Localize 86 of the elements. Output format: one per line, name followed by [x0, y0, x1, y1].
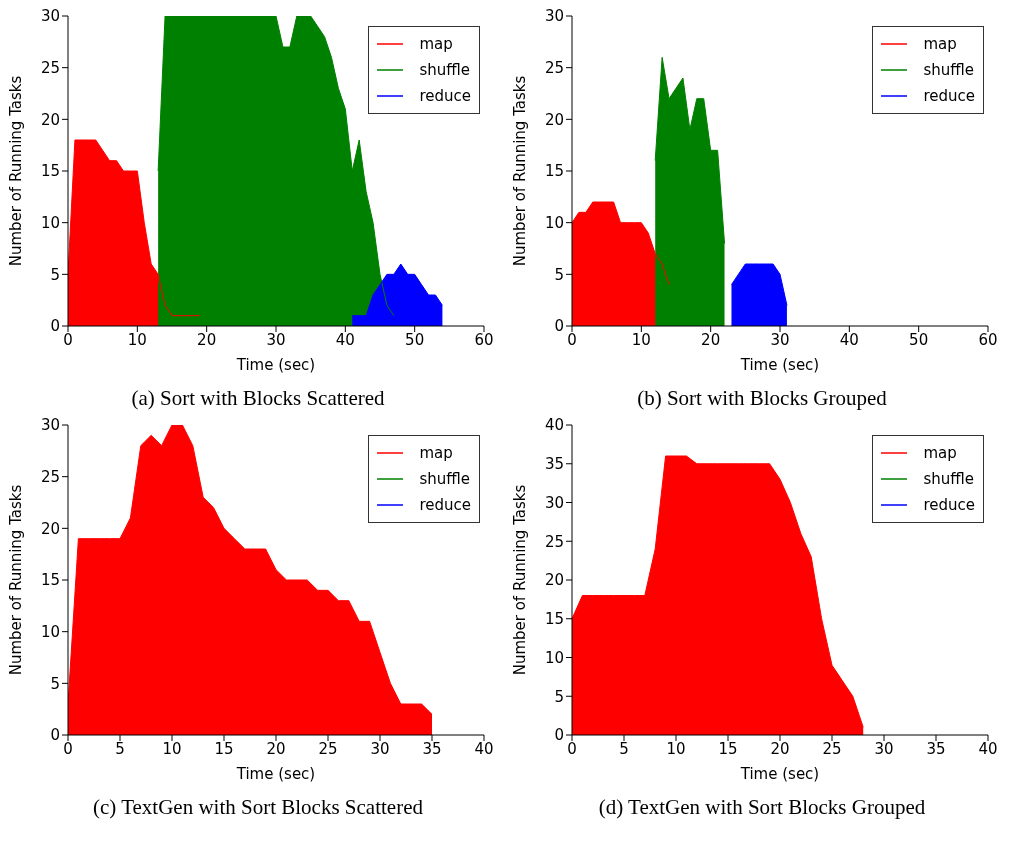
x-tick-label: 30: [874, 739, 894, 758]
x-tick-label: 0: [567, 330, 577, 349]
x-tick-label: 40: [839, 330, 859, 349]
y-axis-title: Number of Running Tasks: [7, 484, 26, 676]
x-tick-label: 30: [770, 330, 790, 349]
legend-label: map: [419, 35, 453, 53]
x-tick-label: 10: [631, 330, 651, 349]
x-tick-label: 15: [214, 739, 234, 758]
y-tick-label: 0: [554, 317, 564, 336]
x-tick-label: 30: [370, 739, 390, 758]
y-tick-label: 15: [544, 610, 564, 629]
x-axis-title: Time (sec): [235, 356, 316, 374]
x-axis-title: Time (sec): [235, 765, 316, 783]
x-tick-label: 10: [162, 739, 182, 758]
y-axis-title: Number of Running Tasks: [511, 75, 530, 267]
text: (d) TextGen with Sort Blocks Grouped: [597, 795, 927, 820]
legend-label: map: [419, 444, 453, 462]
legend-label: map: [923, 444, 957, 462]
y-tick-label: 15: [544, 162, 564, 181]
x-tick-label: 35: [926, 739, 946, 758]
legend-label: reduce: [419, 87, 471, 105]
y-tick-label: 5: [50, 674, 60, 693]
x-tick-label: 20: [701, 330, 721, 349]
legend-label: shuffle: [419, 470, 470, 488]
y-tick-label: 10: [40, 622, 60, 641]
x-tick-label: 5: [619, 739, 629, 758]
legend-label: map: [923, 35, 957, 53]
x-tick-label: 60: [978, 330, 998, 349]
x-tick-label: 0: [63, 330, 73, 349]
y-tick-label: 35: [544, 455, 564, 474]
y-tick-label: 0: [50, 726, 60, 745]
x-tick-label: 10: [127, 330, 147, 349]
y-tick-label: 15: [40, 162, 60, 181]
x-axis-title: Time (sec): [739, 356, 820, 374]
x-tick-label: 50: [405, 330, 425, 349]
x-tick-label: 20: [770, 739, 790, 758]
y-axis-title: Number of Running Tasks: [511, 484, 530, 676]
x-tick-label: 60: [474, 330, 494, 349]
y-tick-label: 20: [544, 571, 564, 590]
x-tick-label: 0: [567, 739, 577, 758]
x-tick-label: 25: [822, 739, 842, 758]
y-tick-label: 0: [50, 317, 60, 336]
legend-label: shuffle: [923, 61, 974, 79]
x-tick-label: 0: [63, 739, 73, 758]
x-tick-label: 25: [318, 739, 338, 758]
y-tick-label: 10: [40, 213, 60, 232]
y-tick-label: 20: [40, 519, 60, 538]
y-tick-label: 30: [544, 493, 564, 512]
y-tick-label: 15: [40, 571, 60, 590]
x-axis-title: Time (sec): [739, 765, 820, 783]
legend-label: reduce: [419, 496, 471, 514]
x-tick-label: 20: [197, 330, 217, 349]
y-tick-label: 25: [544, 532, 564, 551]
y-tick-label: 5: [554, 265, 564, 284]
y-axis-title: Number of Running Tasks: [7, 75, 26, 267]
y-tick-label: 10: [544, 213, 564, 232]
x-tick-label: 30: [266, 330, 286, 349]
x-tick-label: 15: [718, 739, 738, 758]
y-tick-label: 20: [544, 110, 564, 129]
x-tick-label: 40: [978, 739, 998, 758]
legend-label: reduce: [923, 496, 975, 514]
y-tick-label: 0: [554, 726, 564, 745]
y-tick-label: 30: [40, 416, 60, 435]
x-tick-label: 10: [666, 739, 686, 758]
legend-label: reduce: [923, 87, 975, 105]
x-tick-label: 40: [335, 330, 355, 349]
y-tick-label: 5: [50, 265, 60, 284]
y-tick-label: 10: [544, 648, 564, 667]
y-tick-label: 30: [40, 7, 60, 26]
y-tick-label: 25: [40, 58, 60, 77]
x-tick-label: 20: [266, 739, 286, 758]
y-tick-label: 25: [544, 58, 564, 77]
x-tick-label: 50: [909, 330, 929, 349]
x-tick-label: 40: [474, 739, 494, 758]
legend-label: shuffle: [419, 61, 470, 79]
x-tick-label: 5: [115, 739, 125, 758]
text: (b) Sort with Blocks Grouped: [636, 386, 888, 411]
legend-label: shuffle: [923, 470, 974, 488]
y-tick-label: 25: [40, 467, 60, 486]
y-tick-label: 40: [544, 416, 564, 435]
y-tick-label: 30: [544, 7, 564, 26]
text: (c) TextGen with Sort Blocks Scattered: [92, 795, 424, 820]
y-tick-label: 20: [40, 110, 60, 129]
x-tick-label: 35: [422, 739, 442, 758]
text: (a) Sort with Blocks Scattered: [130, 386, 386, 411]
y-tick-label: 5: [554, 687, 564, 706]
